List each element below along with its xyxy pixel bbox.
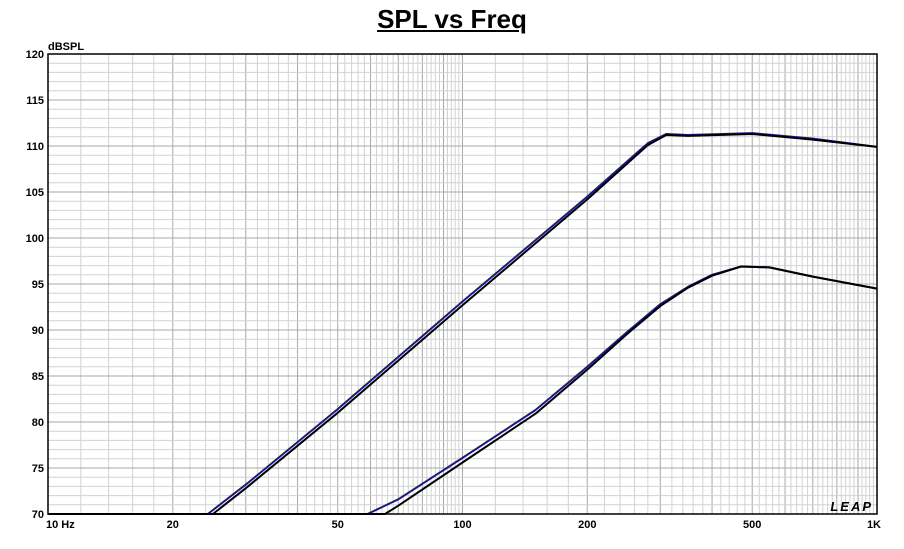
brand-logo: LEAP	[830, 499, 873, 514]
y-tick-label: 110	[26, 141, 44, 153]
y-tick-label: 105	[26, 187, 44, 199]
x-tick-label: 200	[578, 519, 596, 531]
y-tick-label: 95	[32, 279, 44, 291]
x-tick-label: 50	[332, 519, 344, 531]
y-tick-label: 85	[32, 371, 44, 383]
x-tick-label: 100	[453, 519, 471, 531]
x-tick-label: 500	[743, 519, 761, 531]
x-tick-label: 20	[167, 519, 179, 531]
y-axis-label: dBSPL	[48, 41, 84, 53]
y-tick-label: 120	[26, 49, 44, 61]
x-tick-label: 10 Hz	[46, 519, 75, 531]
y-tick-label: 70	[32, 509, 44, 521]
y-tick-label: 90	[32, 325, 44, 337]
y-tick-label: 80	[32, 417, 44, 429]
y-tick-label: 75	[32, 463, 44, 475]
y-tick-label: 115	[26, 95, 44, 107]
x-tick-label: 1K	[867, 519, 881, 531]
y-tick-label: 100	[26, 233, 44, 245]
